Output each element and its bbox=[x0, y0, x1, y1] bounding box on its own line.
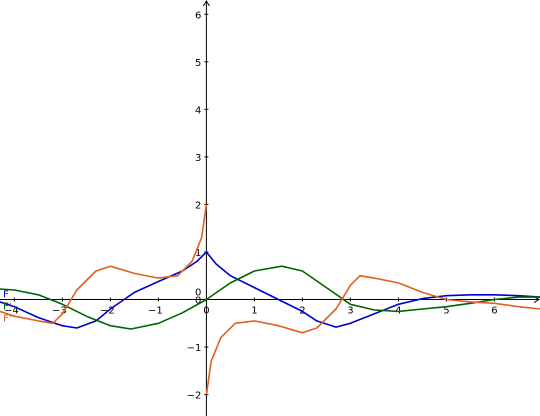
x-tick-label: 3 bbox=[347, 306, 353, 317]
series-line bbox=[0, 265, 540, 330]
x-tick-label: 6 bbox=[491, 306, 497, 317]
y-tick-label: 2 bbox=[195, 200, 201, 211]
x-tick-label: 5 bbox=[443, 306, 449, 317]
x-tick-label: −3 bbox=[52, 306, 67, 317]
y-tick-label: 0 bbox=[195, 296, 201, 307]
y-axis-arrow bbox=[202, 0, 210, 7]
y-tick-label: −2 bbox=[187, 391, 202, 402]
series-name-label: F'' bbox=[3, 314, 14, 325]
x-tick-label: 1 bbox=[251, 306, 257, 317]
y-tick-label: 3 bbox=[195, 153, 201, 164]
series-labels: FF'F'' bbox=[3, 290, 14, 325]
curves bbox=[0, 204, 540, 395]
y-tick-label: 1 bbox=[195, 248, 201, 259]
y-tick-label: 5 bbox=[195, 58, 201, 69]
series-line bbox=[0, 251, 540, 329]
origin-label: 0 bbox=[195, 288, 201, 299]
x-tick-label: 0 bbox=[203, 306, 209, 317]
series-name-label: F bbox=[3, 290, 9, 301]
series-name-label: F' bbox=[3, 302, 12, 313]
y-tick-label: −1 bbox=[187, 343, 202, 354]
series-line bbox=[0, 204, 208, 325]
x-tick-label: −4 bbox=[4, 306, 19, 317]
y-tick-label: 4 bbox=[195, 105, 201, 116]
x-tick-label: −1 bbox=[148, 306, 163, 317]
series-line bbox=[205, 274, 540, 395]
y-tick-label: 6 bbox=[195, 10, 201, 21]
